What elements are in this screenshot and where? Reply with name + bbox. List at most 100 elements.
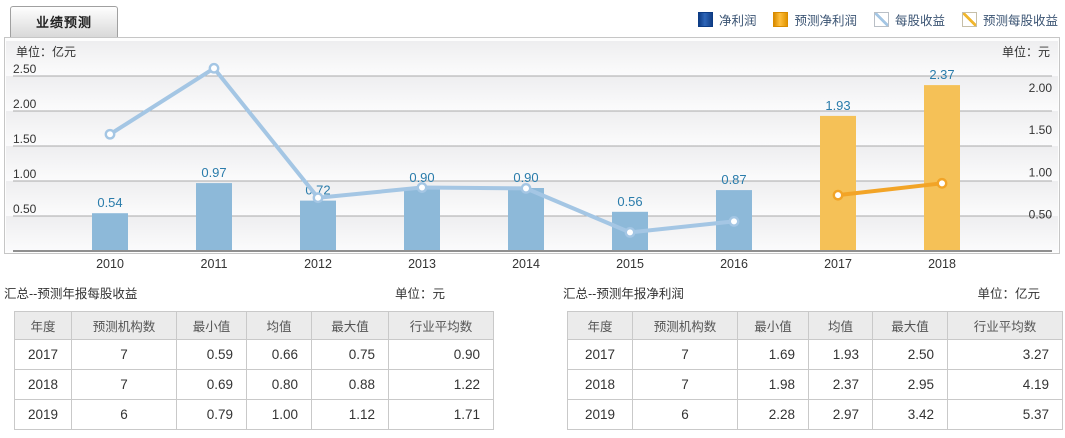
x-axis-label-2016: 2016 bbox=[720, 257, 748, 271]
table-cell: 0.75 bbox=[311, 339, 389, 370]
bar-2018 bbox=[924, 85, 960, 251]
table-cell: 1.12 bbox=[311, 399, 389, 430]
bar-value-label-2016: 0.87 bbox=[721, 172, 746, 187]
left-axis-tick: 2.00 bbox=[13, 97, 37, 111]
table-cell: 0.69 bbox=[176, 369, 247, 400]
left-axis-tick: 1.50 bbox=[13, 132, 37, 146]
table-cell: 5.37 bbox=[947, 399, 1063, 430]
x-axis-label-2010: 2010 bbox=[96, 257, 124, 271]
eps-dot-2012 bbox=[312, 192, 324, 204]
tab-performance-forecast[interactable]: 业绩预测 bbox=[10, 6, 118, 38]
legend-item-solid-orange: 预测净利润 bbox=[773, 10, 857, 29]
column-header: 最大值 bbox=[872, 311, 948, 340]
bar-2014 bbox=[508, 188, 544, 251]
left-axis-tick: 0.50 bbox=[13, 202, 37, 216]
table-row: 2018 7 0.69 0.80 0.88 1.22 bbox=[14, 369, 494, 400]
right-axis-tick: 0.50 bbox=[1029, 208, 1053, 222]
column-header: 均值 bbox=[246, 311, 312, 340]
column-header: 年度 bbox=[14, 311, 72, 340]
legend-label: 预测每股收益 bbox=[982, 14, 1058, 28]
column-header: 年度 bbox=[567, 311, 633, 340]
table-cell: 7 bbox=[71, 339, 177, 370]
table-cell: 2.37 bbox=[808, 369, 873, 400]
table-header-row: 年度 预测机构数 最小值 均值 最大值 行业平均数 bbox=[14, 311, 494, 340]
bar-value-label-2012: 0.72 bbox=[305, 183, 330, 198]
table-cell: 4.19 bbox=[947, 369, 1063, 400]
forecast-eps-line bbox=[836, 181, 944, 198]
table-cell: 2.50 bbox=[872, 339, 948, 370]
left-axis-tick: 2.50 bbox=[13, 62, 37, 76]
table-cell: 0.88 bbox=[311, 369, 389, 400]
table-cell: 6 bbox=[632, 399, 738, 430]
table-cell: 1.71 bbox=[388, 399, 494, 430]
bar-value-label-2013: 0.90 bbox=[409, 170, 434, 185]
bar-value-label-2010: 0.54 bbox=[97, 195, 122, 210]
right-axis-unit-label: 单位：元 bbox=[1001, 45, 1050, 59]
bar-2010 bbox=[92, 213, 128, 251]
column-header: 最大值 bbox=[311, 311, 389, 340]
table-cell: 6 bbox=[71, 399, 177, 430]
net-profit-forecast-table: 年度 预测机构数 最小值 均值 最大值 行业平均数 2017 7 1.69 1.93 2.50 3.2… bbox=[567, 311, 1063, 430]
bar-value-label-2014: 0.90 bbox=[513, 170, 538, 185]
left-table-unit: 单位：元 bbox=[394, 287, 445, 301]
eps-dot-2011 bbox=[208, 62, 220, 74]
column-header: 预测机构数 bbox=[71, 311, 177, 340]
table-header-row: 年度 预测机构数 最小值 均值 最大值 行业平均数 bbox=[567, 311, 1063, 340]
table-cell: 2019 bbox=[567, 399, 633, 430]
table-cell: 0.59 bbox=[176, 339, 247, 370]
table-cell: 0.66 bbox=[246, 339, 312, 370]
bar-value-label-2018: 2.37 bbox=[929, 67, 954, 82]
legend-item-hatch-blue: 每股收益 bbox=[873, 10, 945, 29]
column-header: 均值 bbox=[808, 311, 873, 340]
legend-label: 预测净利润 bbox=[794, 14, 857, 28]
chart-legend: 净利润 预测净利润 每股收益 预测每股收益 bbox=[697, 10, 1058, 29]
table-cell: 2019 bbox=[14, 399, 72, 430]
table-cell: 7 bbox=[632, 369, 738, 400]
eps-dot-2014 bbox=[520, 182, 532, 194]
x-axis-label-2018: 2018 bbox=[928, 257, 956, 271]
eps-dot-2015 bbox=[624, 226, 636, 238]
table-row: 2017 7 0.59 0.66 0.75 0.90 bbox=[14, 339, 494, 370]
bar-value-label-2017: 1.93 bbox=[825, 98, 850, 113]
bar-2017 bbox=[820, 115, 856, 252]
table-cell: 1.00 bbox=[246, 399, 312, 430]
bar-value-label-2011: 0.97 bbox=[201, 165, 226, 180]
table-cell: 2018 bbox=[567, 369, 633, 400]
bar-2011 bbox=[196, 183, 232, 251]
table-cell: 2017 bbox=[14, 339, 72, 370]
left-table-title: 汇总--预测年报每股收益 bbox=[4, 287, 138, 301]
right-axis-tick: 2.00 bbox=[1029, 81, 1053, 95]
table-cell: 2017 bbox=[567, 339, 633, 370]
table-row: 2019 6 2.28 2.97 3.42 5.37 bbox=[567, 399, 1063, 430]
x-axis-label-2011: 2011 bbox=[200, 257, 228, 271]
bar-2012 bbox=[300, 200, 336, 251]
legend-swatch-hatch-orange-icon bbox=[961, 12, 977, 27]
x-axis-label-2013: 2013 bbox=[408, 257, 436, 271]
x-axis-label-2015: 2015 bbox=[616, 257, 644, 271]
table-cell: 3.27 bbox=[947, 339, 1063, 370]
eps-dot-2013 bbox=[416, 182, 428, 193]
table-cell: 1.93 bbox=[808, 339, 873, 370]
table-cell: 0.90 bbox=[388, 339, 494, 370]
table-cell: 1.98 bbox=[737, 369, 809, 400]
table-row: 2018 7 1.98 2.37 2.95 4.19 bbox=[567, 369, 1063, 400]
table-row: 2019 6 0.79 1.00 1.12 1.71 bbox=[14, 399, 494, 430]
eps-dot-2010 bbox=[104, 128, 116, 140]
x-axis-label-2014: 2014 bbox=[512, 257, 540, 271]
column-header: 行业平均数 bbox=[947, 311, 1063, 340]
left-axis-unit-label: 单位：亿元 bbox=[16, 45, 77, 59]
legend-swatch-hatch-blue-icon bbox=[873, 12, 889, 27]
table-cell: 0.80 bbox=[246, 369, 312, 400]
column-header: 行业平均数 bbox=[388, 311, 494, 340]
column-header: 最小值 bbox=[176, 311, 247, 340]
table-cell: 1.22 bbox=[388, 369, 494, 400]
table-cell: 2.95 bbox=[872, 369, 948, 400]
table-row: 2017 7 1.69 1.93 2.50 3.27 bbox=[567, 339, 1063, 370]
legend-item-solid-blue: 净利润 bbox=[697, 10, 756, 29]
eps-dot-2016 bbox=[728, 215, 740, 227]
legend-label: 每股收益 bbox=[894, 14, 945, 28]
right-axis-tick: 1.50 bbox=[1029, 123, 1053, 137]
table-cell: 3.42 bbox=[872, 399, 948, 430]
legend-swatch-solid-orange-icon bbox=[773, 12, 789, 27]
